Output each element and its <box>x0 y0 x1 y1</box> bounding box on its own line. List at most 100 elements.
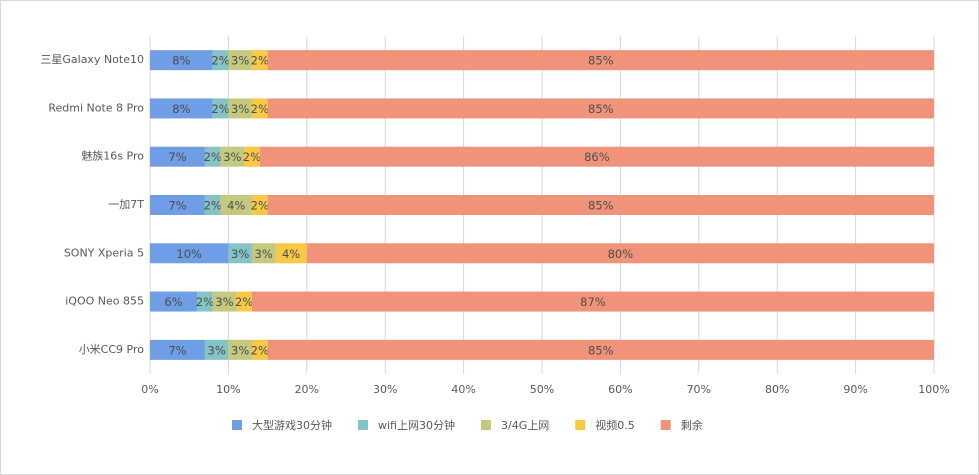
x-tick-label: 10% <box>216 383 240 396</box>
data-label: 3% <box>255 247 273 261</box>
bar-segment <box>220 195 252 215</box>
data-label: 8% <box>172 102 190 116</box>
data-label: 2% <box>204 150 222 164</box>
data-label: 2% <box>251 102 269 116</box>
bar-segment <box>150 243 229 264</box>
legend-label: 视频0.5 <box>595 418 635 432</box>
bar-segment <box>204 146 221 167</box>
bar-segment <box>267 50 935 71</box>
data-label: 2% <box>243 150 261 164</box>
x-tick-label: 60% <box>608 383 632 396</box>
legend-marker <box>660 420 671 430</box>
x-tick-label: 90% <box>843 383 867 396</box>
legend-label: 剩余 <box>681 418 703 432</box>
bar-segment <box>197 291 213 312</box>
data-label: 80% <box>608 247 634 261</box>
data-label: 2% <box>211 54 229 68</box>
legend-label: 3/4G上网 <box>501 419 549 432</box>
bar-segment <box>212 291 237 312</box>
data-label: 3% <box>208 343 226 357</box>
legend-label: 大型游戏30分钟 <box>252 418 332 432</box>
x-tick-label: 40% <box>451 383 475 396</box>
bar-segment <box>267 195 935 215</box>
legend-marker <box>575 420 586 430</box>
data-label: 3% <box>215 295 233 309</box>
bar-segment <box>251 195 268 215</box>
bar-segment <box>150 291 198 312</box>
x-tick-label: 70% <box>687 383 711 396</box>
data-label: 87% <box>580 295 606 309</box>
bar-segment <box>275 243 307 264</box>
data-label: 3% <box>231 343 249 357</box>
bar-segment <box>150 98 213 119</box>
x-tick-label: 30% <box>373 383 397 396</box>
bar-segment <box>267 98 935 119</box>
bar-segment <box>228 243 252 264</box>
bar-segment <box>204 195 221 215</box>
bar-segment <box>212 98 229 119</box>
data-label: 2% <box>204 199 222 213</box>
data-label: 2% <box>235 295 253 309</box>
bar-segment <box>251 98 268 119</box>
data-label: 3% <box>231 54 249 68</box>
x-tick-label: 50% <box>530 383 554 396</box>
data-label: 2% <box>211 102 229 116</box>
x-tick-label: 0% <box>141 383 158 396</box>
data-label: 85% <box>588 343 614 357</box>
data-label: 7% <box>168 150 186 164</box>
data-label: 2% <box>251 199 269 213</box>
data-label: 10% <box>176 247 202 261</box>
data-label: 3% <box>223 150 241 164</box>
x-tick-label: 80% <box>765 383 789 396</box>
data-label: 7% <box>168 199 186 213</box>
y-tick-label: 小米CC9 Pro <box>79 343 145 356</box>
y-tick-label: Redmi Note 8 Pro <box>48 101 144 114</box>
x-tick-label: 100% <box>918 383 949 396</box>
bar-segment <box>150 146 205 167</box>
bar-segment <box>259 146 934 167</box>
legend-marker <box>358 420 368 430</box>
bar-segment <box>228 339 252 360</box>
legend-marker <box>232 420 242 430</box>
data-label: 6% <box>164 295 182 309</box>
bar-segment <box>251 243 276 264</box>
bar-segment <box>236 291 252 312</box>
bar-segment <box>306 243 934 264</box>
bar-segment <box>228 98 252 119</box>
bar-segment <box>150 50 213 71</box>
y-tick-label: 三星Galaxy Note10 <box>40 53 144 66</box>
y-tick-label: 一加7T <box>108 198 144 211</box>
data-label: 4% <box>282 247 300 261</box>
data-label: 2% <box>196 295 214 309</box>
data-label: 86% <box>584 150 610 164</box>
bar-segment <box>228 50 252 71</box>
bar-segment <box>220 146 245 167</box>
bar-segment <box>150 339 205 360</box>
data-label: 7% <box>168 343 186 357</box>
bar-segment <box>267 339 935 360</box>
bar-segment <box>244 146 260 167</box>
x-tick-label: 20% <box>295 383 319 396</box>
data-label: 85% <box>588 102 614 116</box>
bar-segment <box>251 339 268 360</box>
data-label: 2% <box>251 54 269 68</box>
bar-segment <box>251 291 935 312</box>
data-label: 85% <box>588 199 614 213</box>
y-tick-label: 魅族16s Pro <box>81 149 144 163</box>
bar-segment <box>204 339 229 360</box>
data-label: 85% <box>588 54 614 68</box>
legend-label: wifi上网30分钟 <box>378 418 455 432</box>
data-label: 4% <box>227 199 245 213</box>
data-label: 3% <box>231 102 249 116</box>
legend-marker <box>480 420 491 430</box>
data-label: 2% <box>251 343 269 357</box>
data-label: 3% <box>231 247 249 261</box>
y-tick-label: SONY Xperia 5 <box>64 246 144 259</box>
bar-segment <box>212 50 229 71</box>
bar-segment <box>150 195 205 215</box>
data-label: 8% <box>172 54 190 68</box>
bar-segment <box>251 50 268 71</box>
